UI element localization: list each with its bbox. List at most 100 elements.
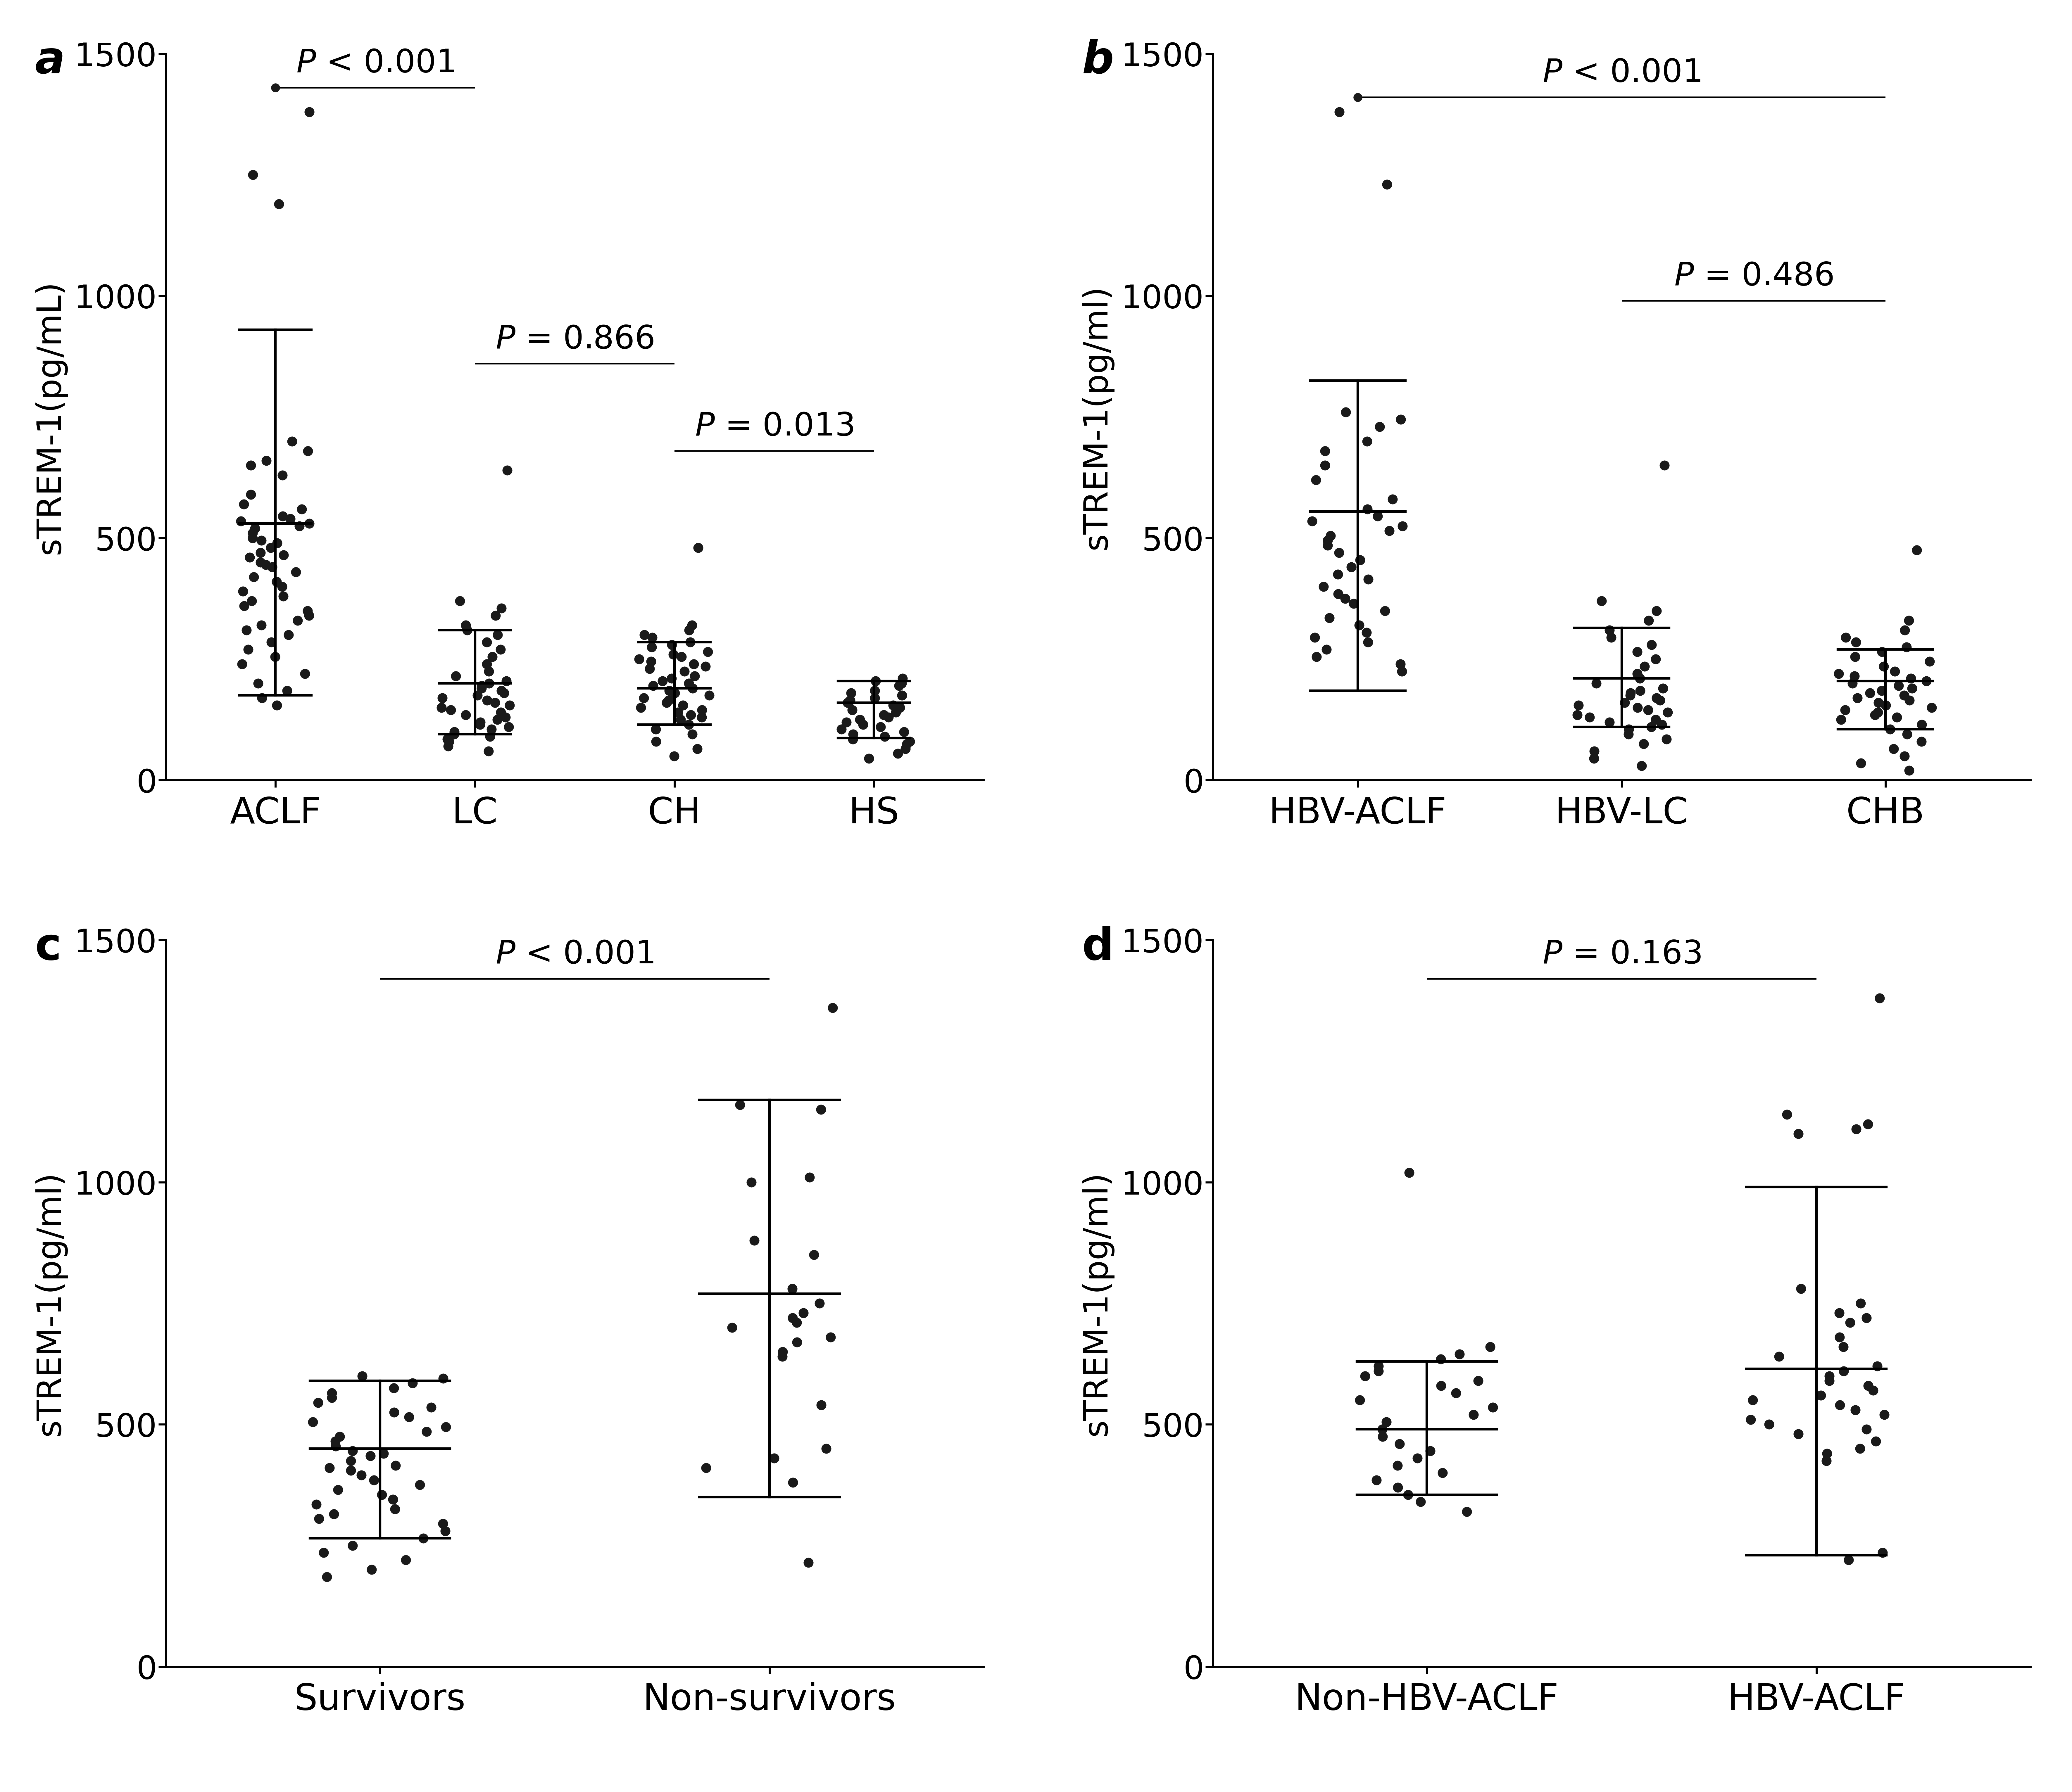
Point (665, 642, 698, 670)
Point (1370, 170, 1403, 199)
Point (837, 720, 870, 749)
Point (1386, 513, 1419, 541)
Point (427, 1364, 460, 1392)
Point (1865, 676, 1898, 704)
Point (251, 446, 284, 475)
Point (1310, 452, 1343, 480)
Point (1647, 674, 1680, 702)
Point (346, 1362, 379, 1391)
Point (887, 717, 920, 745)
Point (860, 667, 893, 695)
Point (244, 548, 278, 577)
Point (1823, 1299, 1857, 1328)
Point (1442, 1340, 1475, 1369)
Point (487, 679, 520, 708)
Point (1343, 545, 1376, 573)
Point (288, 659, 321, 688)
Point (675, 720, 709, 749)
Point (1649, 724, 1682, 753)
Point (858, 683, 891, 711)
Point (872, 702, 905, 731)
Y-axis label: sTREM-1(pg/mL): sTREM-1(pg/mL) (33, 280, 66, 554)
Point (1763, 1342, 1796, 1371)
Point (1310, 437, 1343, 466)
Point (1832, 1546, 1865, 1575)
Point (624, 694, 657, 722)
Point (244, 527, 278, 556)
Point (1376, 486, 1409, 514)
Point (433, 728, 466, 756)
Point (661, 699, 694, 728)
Point (678, 650, 711, 679)
Point (479, 602, 512, 631)
Point (300, 1489, 334, 1518)
Point (431, 724, 464, 753)
Point (1624, 751, 1658, 780)
Point (234, 452, 267, 480)
Text: $\it{P}$ = 0.163: $\it{P}$ = 0.163 (1542, 939, 1701, 969)
Point (267, 541, 300, 570)
Point (1888, 681, 1921, 710)
Point (261, 529, 294, 557)
Point (1370, 1409, 1403, 1437)
Point (814, 1322, 847, 1351)
Point (315, 1383, 348, 1412)
Point (1457, 1400, 1490, 1428)
Point (646, 667, 680, 695)
Point (1349, 1362, 1382, 1391)
Point (334, 1446, 367, 1475)
Point (1881, 672, 1915, 701)
Point (300, 1389, 334, 1417)
Point (334, 1457, 367, 1486)
Text: b: b (1082, 39, 1115, 82)
Point (303, 1505, 336, 1534)
Point (1641, 683, 1674, 711)
Point (1811, 1439, 1844, 1468)
Point (474, 722, 508, 751)
Point (1753, 1410, 1786, 1439)
Point (224, 507, 257, 536)
Point (887, 665, 920, 694)
Point (682, 534, 715, 563)
Point (636, 672, 669, 701)
Point (1614, 681, 1647, 710)
Point (767, 1337, 800, 1366)
Point (435, 695, 468, 724)
Point (336, 1437, 369, 1466)
Point (236, 523, 269, 552)
Point (267, 582, 300, 611)
Point (292, 602, 325, 631)
Point (470, 650, 503, 679)
Point (787, 1299, 821, 1328)
Point (259, 568, 292, 597)
Point (1384, 650, 1417, 679)
Point (829, 708, 862, 737)
Point (1769, 1100, 1803, 1129)
Point (1560, 701, 1593, 729)
Point (485, 634, 518, 663)
Point (1307, 572, 1341, 600)
Point (439, 661, 472, 690)
Point (280, 557, 313, 586)
Point (1782, 1120, 1815, 1149)
Point (1912, 647, 1946, 676)
Point (1351, 564, 1384, 593)
Point (425, 694, 458, 722)
Point (228, 591, 261, 620)
Point (493, 692, 526, 720)
Point (396, 1369, 429, 1398)
Point (1840, 1115, 1873, 1143)
Point (667, 692, 700, 720)
Text: $\it{P}$ < 0.001: $\it{P}$ < 0.001 (1542, 57, 1701, 88)
Point (379, 1452, 412, 1480)
Point (1361, 502, 1394, 530)
Point (655, 665, 688, 694)
Point (1336, 590, 1370, 618)
Point (1392, 1480, 1426, 1509)
Point (1608, 688, 1641, 717)
Point (226, 650, 259, 679)
Point (1386, 658, 1419, 686)
Text: $\it{P}$ < 0.001: $\it{P}$ < 0.001 (495, 939, 655, 969)
Point (1639, 706, 1672, 735)
Point (657, 640, 690, 668)
